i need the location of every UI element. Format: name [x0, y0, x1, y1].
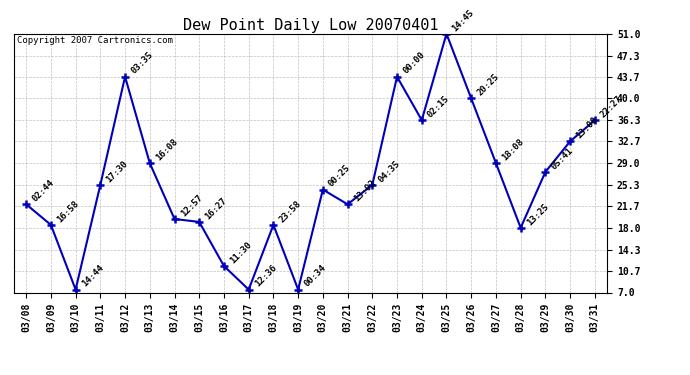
Text: 13:00: 13:00 — [574, 115, 600, 141]
Text: 05:41: 05:41 — [549, 146, 575, 171]
Text: 00:00: 00:00 — [401, 51, 426, 76]
Text: 11:30: 11:30 — [228, 240, 253, 265]
Text: Copyright 2007 Cartronics.com: Copyright 2007 Cartronics.com — [17, 36, 172, 45]
Text: 00:34: 00:34 — [302, 263, 328, 289]
Text: 14:44: 14:44 — [80, 263, 105, 289]
Text: 20:25: 20:25 — [475, 72, 501, 98]
Text: 17:30: 17:30 — [104, 159, 130, 184]
Text: 16:08: 16:08 — [154, 137, 179, 162]
Text: 18:08: 18:08 — [500, 137, 526, 162]
Text: 14:45: 14:45 — [451, 8, 476, 33]
Text: 22:27: 22:27 — [599, 94, 624, 119]
Text: 13:02: 13:02 — [352, 178, 377, 204]
Text: 02:15: 02:15 — [426, 94, 451, 119]
Text: 00:25: 00:25 — [327, 164, 353, 189]
Text: 16:58: 16:58 — [55, 199, 81, 224]
Text: 02:44: 02:44 — [30, 178, 56, 204]
Text: 12:57: 12:57 — [179, 193, 204, 218]
Title: Dew Point Daily Low 20070401: Dew Point Daily Low 20070401 — [183, 18, 438, 33]
Text: 03:35: 03:35 — [129, 51, 155, 76]
Text: 04:35: 04:35 — [377, 159, 402, 184]
Text: 13:25: 13:25 — [525, 202, 550, 227]
Text: 12:36: 12:36 — [253, 263, 278, 289]
Text: 16:27: 16:27 — [204, 196, 229, 221]
Text: 23:58: 23:58 — [277, 199, 303, 224]
